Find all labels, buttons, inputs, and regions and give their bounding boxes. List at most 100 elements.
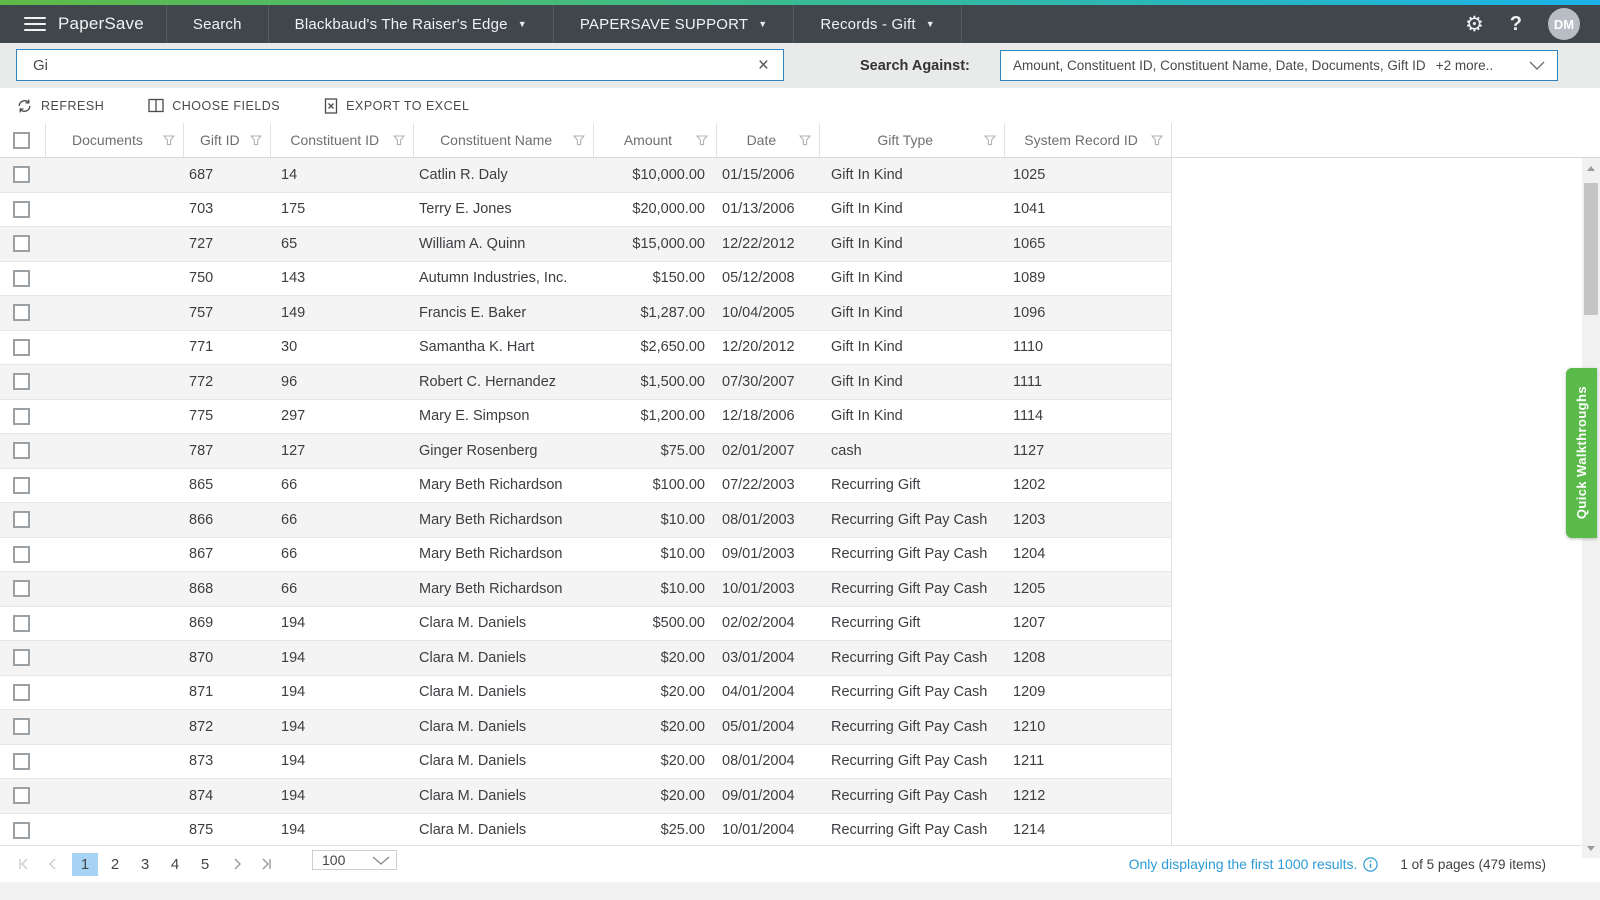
filter-funnel-icon[interactable]: [573, 135, 585, 146]
row-checkbox[interactable]: [13, 408, 30, 425]
table-row[interactable]: 77130Samantha K. Hart$2,650.0012/20/2012…: [0, 331, 1172, 366]
column-header-gift-type[interactable]: Gift Type: [819, 123, 1004, 157]
row-checkbox[interactable]: [13, 373, 30, 390]
page-number-3[interactable]: 3: [132, 853, 158, 876]
column-header-constituent-name[interactable]: Constituent Name: [413, 123, 593, 157]
first-page-button[interactable]: [10, 852, 36, 876]
column-header-system-record-id[interactable]: System Record ID: [1004, 123, 1171, 157]
row-checkbox[interactable]: [13, 649, 30, 666]
prev-page-button[interactable]: [40, 852, 66, 876]
row-checkbox[interactable]: [13, 339, 30, 356]
cell-amount: $100.00: [593, 477, 717, 493]
row-checkbox[interactable]: [13, 787, 30, 804]
table-row[interactable]: 874194Clara M. Daniels$20.0009/01/2004Re…: [0, 779, 1172, 814]
scroll-up-arrow[interactable]: [1582, 160, 1600, 176]
filter-funnel-icon[interactable]: [799, 135, 811, 146]
settings-gear-icon[interactable]: ⚙: [1465, 14, 1484, 35]
table-row[interactable]: 703175Terry E. Jones$20,000.0001/13/2006…: [0, 193, 1172, 228]
table-row[interactable]: 869194Clara M. Daniels$500.0002/02/2004R…: [0, 607, 1172, 642]
column-header-gift-id[interactable]: Gift ID: [183, 123, 270, 157]
column-header-date[interactable]: Date: [716, 123, 819, 157]
row-checkbox[interactable]: [13, 753, 30, 770]
table-row[interactable]: 750143Autumn Industries, Inc.$150.0005/1…: [0, 262, 1172, 297]
page-number-1[interactable]: 1: [72, 853, 98, 876]
table-row[interactable]: 872194Clara M. Daniels$20.0005/01/2004Re…: [0, 710, 1172, 745]
row-checkbox[interactable]: [13, 718, 30, 735]
table-row[interactable]: 86866Mary Beth Richardson$10.0010/01/200…: [0, 572, 1172, 607]
nav-item-papersave-support[interactable]: PAPERSAVE SUPPORT▼: [554, 5, 795, 43]
row-checkbox[interactable]: [13, 166, 30, 183]
filter-funnel-icon[interactable]: [1151, 135, 1163, 146]
cell-amount: $10.00: [593, 546, 717, 562]
scroll-down-arrow[interactable]: [1582, 840, 1600, 856]
filter-funnel-icon[interactable]: [163, 135, 175, 146]
last-page-button[interactable]: [254, 852, 280, 876]
row-checkbox[interactable]: [13, 822, 30, 839]
page-number-4[interactable]: 4: [162, 853, 188, 876]
column-header-constituent-id[interactable]: Constituent ID: [270, 123, 413, 157]
cell-date: 12/20/2012: [717, 339, 820, 355]
table-row[interactable]: 870194Clara M. Daniels$20.0003/01/2004Re…: [0, 641, 1172, 676]
page-summary: 1 of 5 pages (479 items): [1400, 857, 1546, 872]
refresh-button[interactable]: REFRESH: [16, 98, 104, 114]
cell-amount: $1,500.00: [593, 374, 717, 390]
table-row[interactable]: 757149Francis E. Baker$1,287.0010/04/200…: [0, 296, 1172, 331]
help-icon[interactable]: ?: [1510, 13, 1522, 36]
table-row[interactable]: 77296Robert C. Hernandez$1,500.0007/30/2…: [0, 365, 1172, 400]
nav-item-records-gift[interactable]: Records - Gift▼: [794, 5, 961, 43]
row-checkbox[interactable]: [13, 580, 30, 597]
row-checkbox[interactable]: [13, 477, 30, 494]
search-against-dropdown[interactable]: Amount, Constituent ID, Constituent Name…: [1000, 50, 1558, 81]
cell-amount: $20.00: [593, 788, 717, 804]
cell-constituent-name: Clara M. Daniels: [413, 753, 593, 769]
search-input[interactable]: [17, 57, 744, 74]
row-checkbox[interactable]: [13, 201, 30, 218]
filter-funnel-icon[interactable]: [696, 135, 708, 146]
export-to-excel-button[interactable]: EXPORT TO EXCEL: [324, 98, 469, 114]
filter-funnel-icon[interactable]: [393, 135, 405, 146]
table-row[interactable]: 72765William A. Quinn$15,000.0012/22/201…: [0, 227, 1172, 262]
clear-search-icon[interactable]: ×: [744, 56, 783, 75]
table-row[interactable]: 86566Mary Beth Richardson$100.0007/22/20…: [0, 469, 1172, 504]
select-all-checkbox[interactable]: [13, 132, 30, 149]
results-limit-notice[interactable]: Only displaying the first 1000 results.: [1129, 856, 1379, 872]
row-checkbox[interactable]: [13, 546, 30, 563]
row-checkbox[interactable]: [13, 304, 30, 321]
filter-funnel-icon[interactable]: [984, 135, 996, 146]
main-menu-brand[interactable]: PaperSave: [0, 5, 167, 43]
hamburger-menu-icon[interactable]: [24, 13, 46, 35]
row-checkbox[interactable]: [13, 442, 30, 459]
row-checkbox[interactable]: [13, 615, 30, 632]
page-number-5[interactable]: 5: [192, 853, 218, 876]
scrollbar-thumb[interactable]: [1584, 183, 1598, 315]
table-row[interactable]: 775297Mary E. Simpson$1,200.0012/18/2006…: [0, 400, 1172, 435]
nav-item-blackbaud-raisers-edge[interactable]: Blackbaud's The Raiser's Edge▼: [269, 5, 554, 43]
cell-constituent-id: 194: [270, 822, 413, 838]
table-row[interactable]: 871194Clara M. Daniels$20.0004/01/2004Re…: [0, 676, 1172, 711]
table-row[interactable]: 86766Mary Beth Richardson$10.0009/01/200…: [0, 538, 1172, 573]
table-row[interactable]: 873194Clara M. Daniels$20.0008/01/2004Re…: [0, 745, 1172, 780]
table-row[interactable]: 86666Mary Beth Richardson$10.0008/01/200…: [0, 503, 1172, 538]
user-avatar[interactable]: DM: [1548, 8, 1580, 40]
row-checkbox[interactable]: [13, 684, 30, 701]
page-number-2[interactable]: 2: [102, 853, 128, 876]
cell-constituent-name: Mary Beth Richardson: [413, 512, 593, 528]
column-header-amount[interactable]: Amount: [593, 123, 717, 157]
nav-item-search[interactable]: Search: [167, 5, 269, 43]
cell-date: 12/22/2012: [717, 236, 820, 252]
row-checkbox[interactable]: [13, 235, 30, 252]
excel-icon: [324, 98, 338, 114]
column-header-documents[interactable]: Documents: [45, 123, 183, 157]
filter-funnel-icon[interactable]: [250, 135, 262, 146]
table-row[interactable]: 68714Catlin R. Daly$10,000.0001/15/2006G…: [0, 158, 1172, 193]
quick-walkthroughs-tab[interactable]: Quick Walkthroughs: [1566, 368, 1597, 538]
row-checkbox[interactable]: [13, 270, 30, 287]
next-page-button[interactable]: [224, 852, 250, 876]
choose-fields-button[interactable]: CHOOSE FIELDS: [148, 98, 280, 113]
cell-constituent-id: 14: [270, 167, 413, 183]
row-checkbox[interactable]: [13, 511, 30, 528]
table-row[interactable]: 787127Ginger Rosenberg$75.0002/01/2007ca…: [0, 434, 1172, 469]
cell-gift-id: 771: [183, 339, 270, 355]
page-size-dropdown[interactable]: 100: [312, 850, 397, 870]
table-row[interactable]: 875194Clara M. Daniels$25.0010/01/2004Re…: [0, 814, 1172, 846]
